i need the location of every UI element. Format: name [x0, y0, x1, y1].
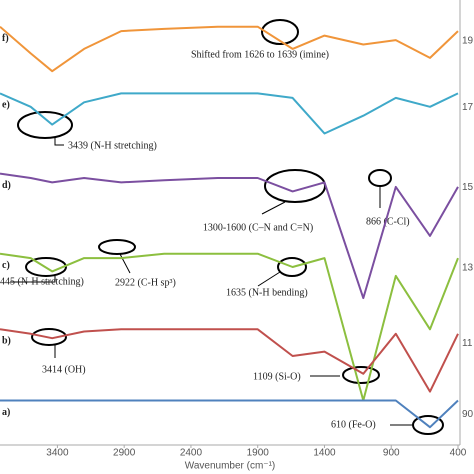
annotations: Shifted from 1626 to 1639 (imine) 3439 (… — [0, 19, 444, 435]
spectrum-line — [0, 172, 459, 300]
annotation: 610 (Fe-O) — [331, 419, 376, 430]
spectrum-line — [0, 25, 459, 73]
spectrum-line — [0, 399, 459, 429]
highlight — [31, 328, 67, 346]
right-label: 15 — [462, 182, 474, 193]
right-label: 13 — [462, 262, 474, 273]
series-label: a) — [2, 407, 10, 418]
x-tick-label: 900 — [383, 448, 400, 459]
spectrum-line — [0, 92, 459, 135]
series-label: e) — [2, 100, 10, 111]
annotation: 2922 (C-H sp³) — [115, 277, 176, 288]
right-label: 90 — [462, 409, 474, 420]
highlight — [412, 415, 444, 435]
annotation: Shifted from 1626 to 1639 (imine) — [191, 49, 329, 60]
annotation: 445 (N-H stretching) — [0, 276, 84, 287]
annotation: 866 (C-Cl) — [366, 216, 410, 227]
highlight — [342, 366, 380, 384]
arrow — [54, 138, 64, 146]
spectrum-line — [0, 252, 459, 402]
x-tick-label: 1400 — [313, 448, 336, 459]
highlight — [368, 169, 392, 187]
annotation: 1300-1600 (C–N and C=N) — [203, 222, 313, 233]
highlight — [264, 169, 326, 203]
x-tick-label: 1900 — [247, 448, 270, 459]
series-label: d) — [2, 180, 11, 191]
highlight — [277, 257, 307, 277]
annotation: 1109 (Si-O) — [253, 371, 301, 382]
highlight — [98, 239, 136, 255]
spectrum-line — [0, 328, 459, 393]
right-label: 17 — [462, 102, 474, 113]
arrow — [257, 271, 281, 287]
x-tick-label: 2400 — [180, 448, 203, 459]
right-label: 11 — [462, 338, 473, 349]
highlight — [17, 111, 73, 139]
arrow — [10, 276, 56, 283]
annotation: 1635 (N-H bending) — [226, 287, 308, 298]
annotation: 3414 (OH) — [42, 364, 86, 375]
series-label: c) — [2, 260, 10, 271]
x-axis-label: Wavenumber (cm⁻¹) — [185, 461, 275, 472]
arrow — [261, 201, 286, 215]
x-tick-label: 2900 — [113, 448, 136, 459]
x-tick-label: 3400 — [46, 448, 69, 459]
right-label: 19 — [462, 35, 474, 46]
annotation: 3439 (N-H stretching) — [68, 140, 157, 151]
x-tick-label: 400 — [450, 448, 467, 459]
series-label: b) — [2, 336, 11, 347]
series-label: f) — [2, 33, 9, 44]
highlight — [261, 19, 299, 45]
highlight — [25, 257, 67, 277]
